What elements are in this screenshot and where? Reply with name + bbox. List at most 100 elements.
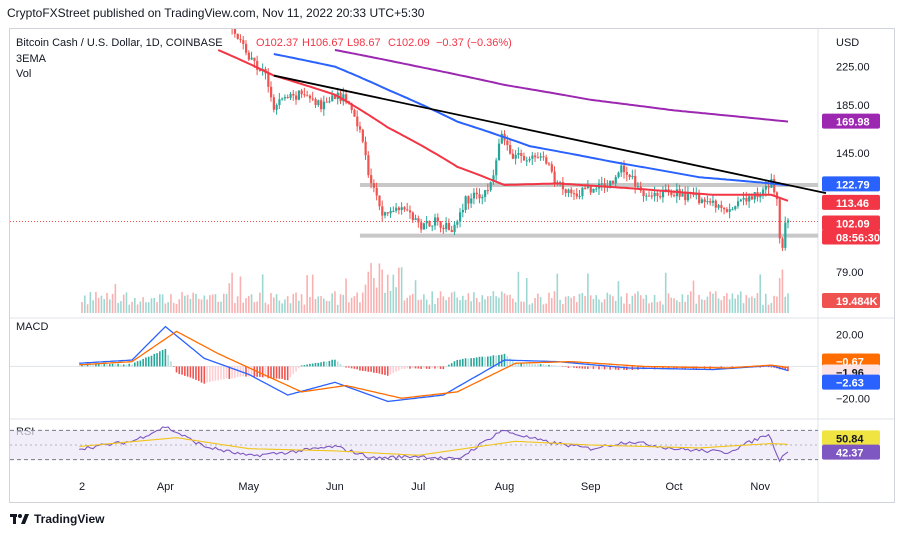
volume-bar: [234, 303, 236, 313]
volume-bar: [225, 293, 228, 313]
macd-histogram-bar: [175, 366, 178, 373]
volume-bar: [673, 298, 675, 313]
volume-bar: [500, 291, 503, 313]
candle-body: [742, 197, 745, 200]
volume-bar: [97, 297, 100, 313]
macd-histogram-bar: [217, 366, 219, 381]
volume-bar: [684, 301, 686, 313]
candle-body: [417, 218, 420, 223]
macd-histogram-bar: [270, 366, 272, 379]
macd-histogram-bar: [348, 366, 350, 368]
volume-bar: [367, 271, 370, 313]
candle-body: [428, 221, 431, 227]
volume-bar: [487, 296, 489, 313]
volume-bar: [267, 304, 270, 313]
candle-body: [392, 210, 395, 212]
volume-bar: [734, 298, 736, 313]
volume-bar: [525, 278, 528, 313]
macd-histogram-bar: [253, 366, 256, 377]
volume-bar: [345, 278, 347, 313]
volume-bar: [431, 291, 434, 313]
volume-bar: [534, 297, 536, 313]
macd-histogram-bar: [145, 357, 147, 367]
macd-histogram-bar: [350, 366, 353, 369]
legend-open: O102.37: [256, 37, 298, 49]
macd-histogram-bar: [114, 364, 117, 367]
candle-body: [431, 225, 434, 227]
price-chart-svg[interactable]: Bitcoin Cash / U.S. Dollar, 1D, COINBASE…: [10, 9, 894, 502]
candle-body: [586, 186, 590, 188]
macd-histogram-bar: [311, 363, 314, 367]
candle-body: [314, 99, 317, 105]
candle-body: [492, 175, 495, 183]
candle-body: [781, 238, 784, 248]
volume-bar: [323, 298, 325, 313]
macd-histogram-bar: [528, 363, 531, 367]
volume-bar: [217, 301, 219, 313]
macd-histogram-bar: [189, 366, 192, 378]
volume-bar: [562, 304, 564, 313]
candle-body: [331, 95, 334, 102]
volume-bar: [512, 298, 514, 313]
macd-histogram-bar: [161, 350, 164, 367]
legend-symbol: Bitcoin Cash / U.S. Dollar, 1D, COINBASE: [16, 37, 223, 49]
volume-bar: [370, 263, 372, 313]
volume-bar: [253, 302, 256, 313]
volume-bar: [603, 299, 606, 313]
volume-bar: [117, 303, 119, 313]
x-axis-label: Aug: [495, 481, 515, 493]
macd-histogram-bar: [595, 366, 598, 369]
volume-bar: [353, 296, 356, 313]
ema200-price-label-bg: [822, 113, 880, 129]
candle-body: [684, 191, 687, 201]
volume-bar: [153, 297, 156, 313]
volume-bar: [587, 273, 589, 313]
volume-bar: [464, 299, 467, 313]
macd-histogram-bar: [475, 357, 478, 367]
macd-histogram-bar: [734, 366, 736, 368]
macd-histogram-bar: [225, 366, 228, 379]
volume-bar: [103, 299, 106, 313]
volume-bar: [609, 294, 611, 313]
macd-histogram-bar: [495, 355, 497, 367]
macd-histogram-bar: [539, 364, 542, 367]
macd-histogram-bar: [314, 362, 317, 367]
candle-body: [442, 227, 445, 230]
macd-histogram-bar: [676, 366, 678, 370]
candle-body: [614, 177, 617, 184]
candle-body: [281, 98, 284, 100]
tradingview-footer[interactable]: TradingView: [10, 512, 104, 526]
volume-bar: [384, 292, 386, 313]
candle-body: [739, 199, 742, 202]
volume-bar: [286, 296, 289, 313]
volume-bar: [114, 283, 117, 313]
macd-histogram-bar: [492, 355, 495, 367]
volume-bar: [695, 303, 698, 313]
candle-body: [511, 153, 515, 159]
candle-body: [358, 126, 362, 130]
volume-bar: [220, 301, 222, 313]
ema100-price-label: 122.79: [836, 179, 870, 191]
volume-bar: [726, 293, 728, 313]
macd-histogram-bar: [192, 366, 194, 379]
x-axis-label: Apr: [157, 481, 174, 493]
macd-histogram-bar: [773, 366, 775, 368]
macd-histogram-bar: [784, 366, 787, 370]
candle-body: [522, 155, 526, 161]
candle-body: [236, 33, 239, 39]
volume-bar: [575, 302, 578, 313]
volume-bar: [289, 303, 292, 313]
candle-body: [242, 40, 245, 44]
macd-histogram-bar: [570, 366, 572, 368]
volume-bar: [270, 293, 272, 313]
macd-histogram-bar: [673, 366, 675, 370]
candles: [81, 9, 790, 252]
volume-bar: [395, 287, 397, 313]
volume-bar: [417, 299, 420, 313]
ema100-price-label-bg: [822, 176, 880, 192]
volume-bar: [242, 302, 245, 313]
macd-histogram-bar: [81, 364, 83, 367]
volume-bar: [231, 272, 233, 313]
candle-body: [372, 183, 376, 188]
macd-histogram-bar: [203, 366, 206, 384]
